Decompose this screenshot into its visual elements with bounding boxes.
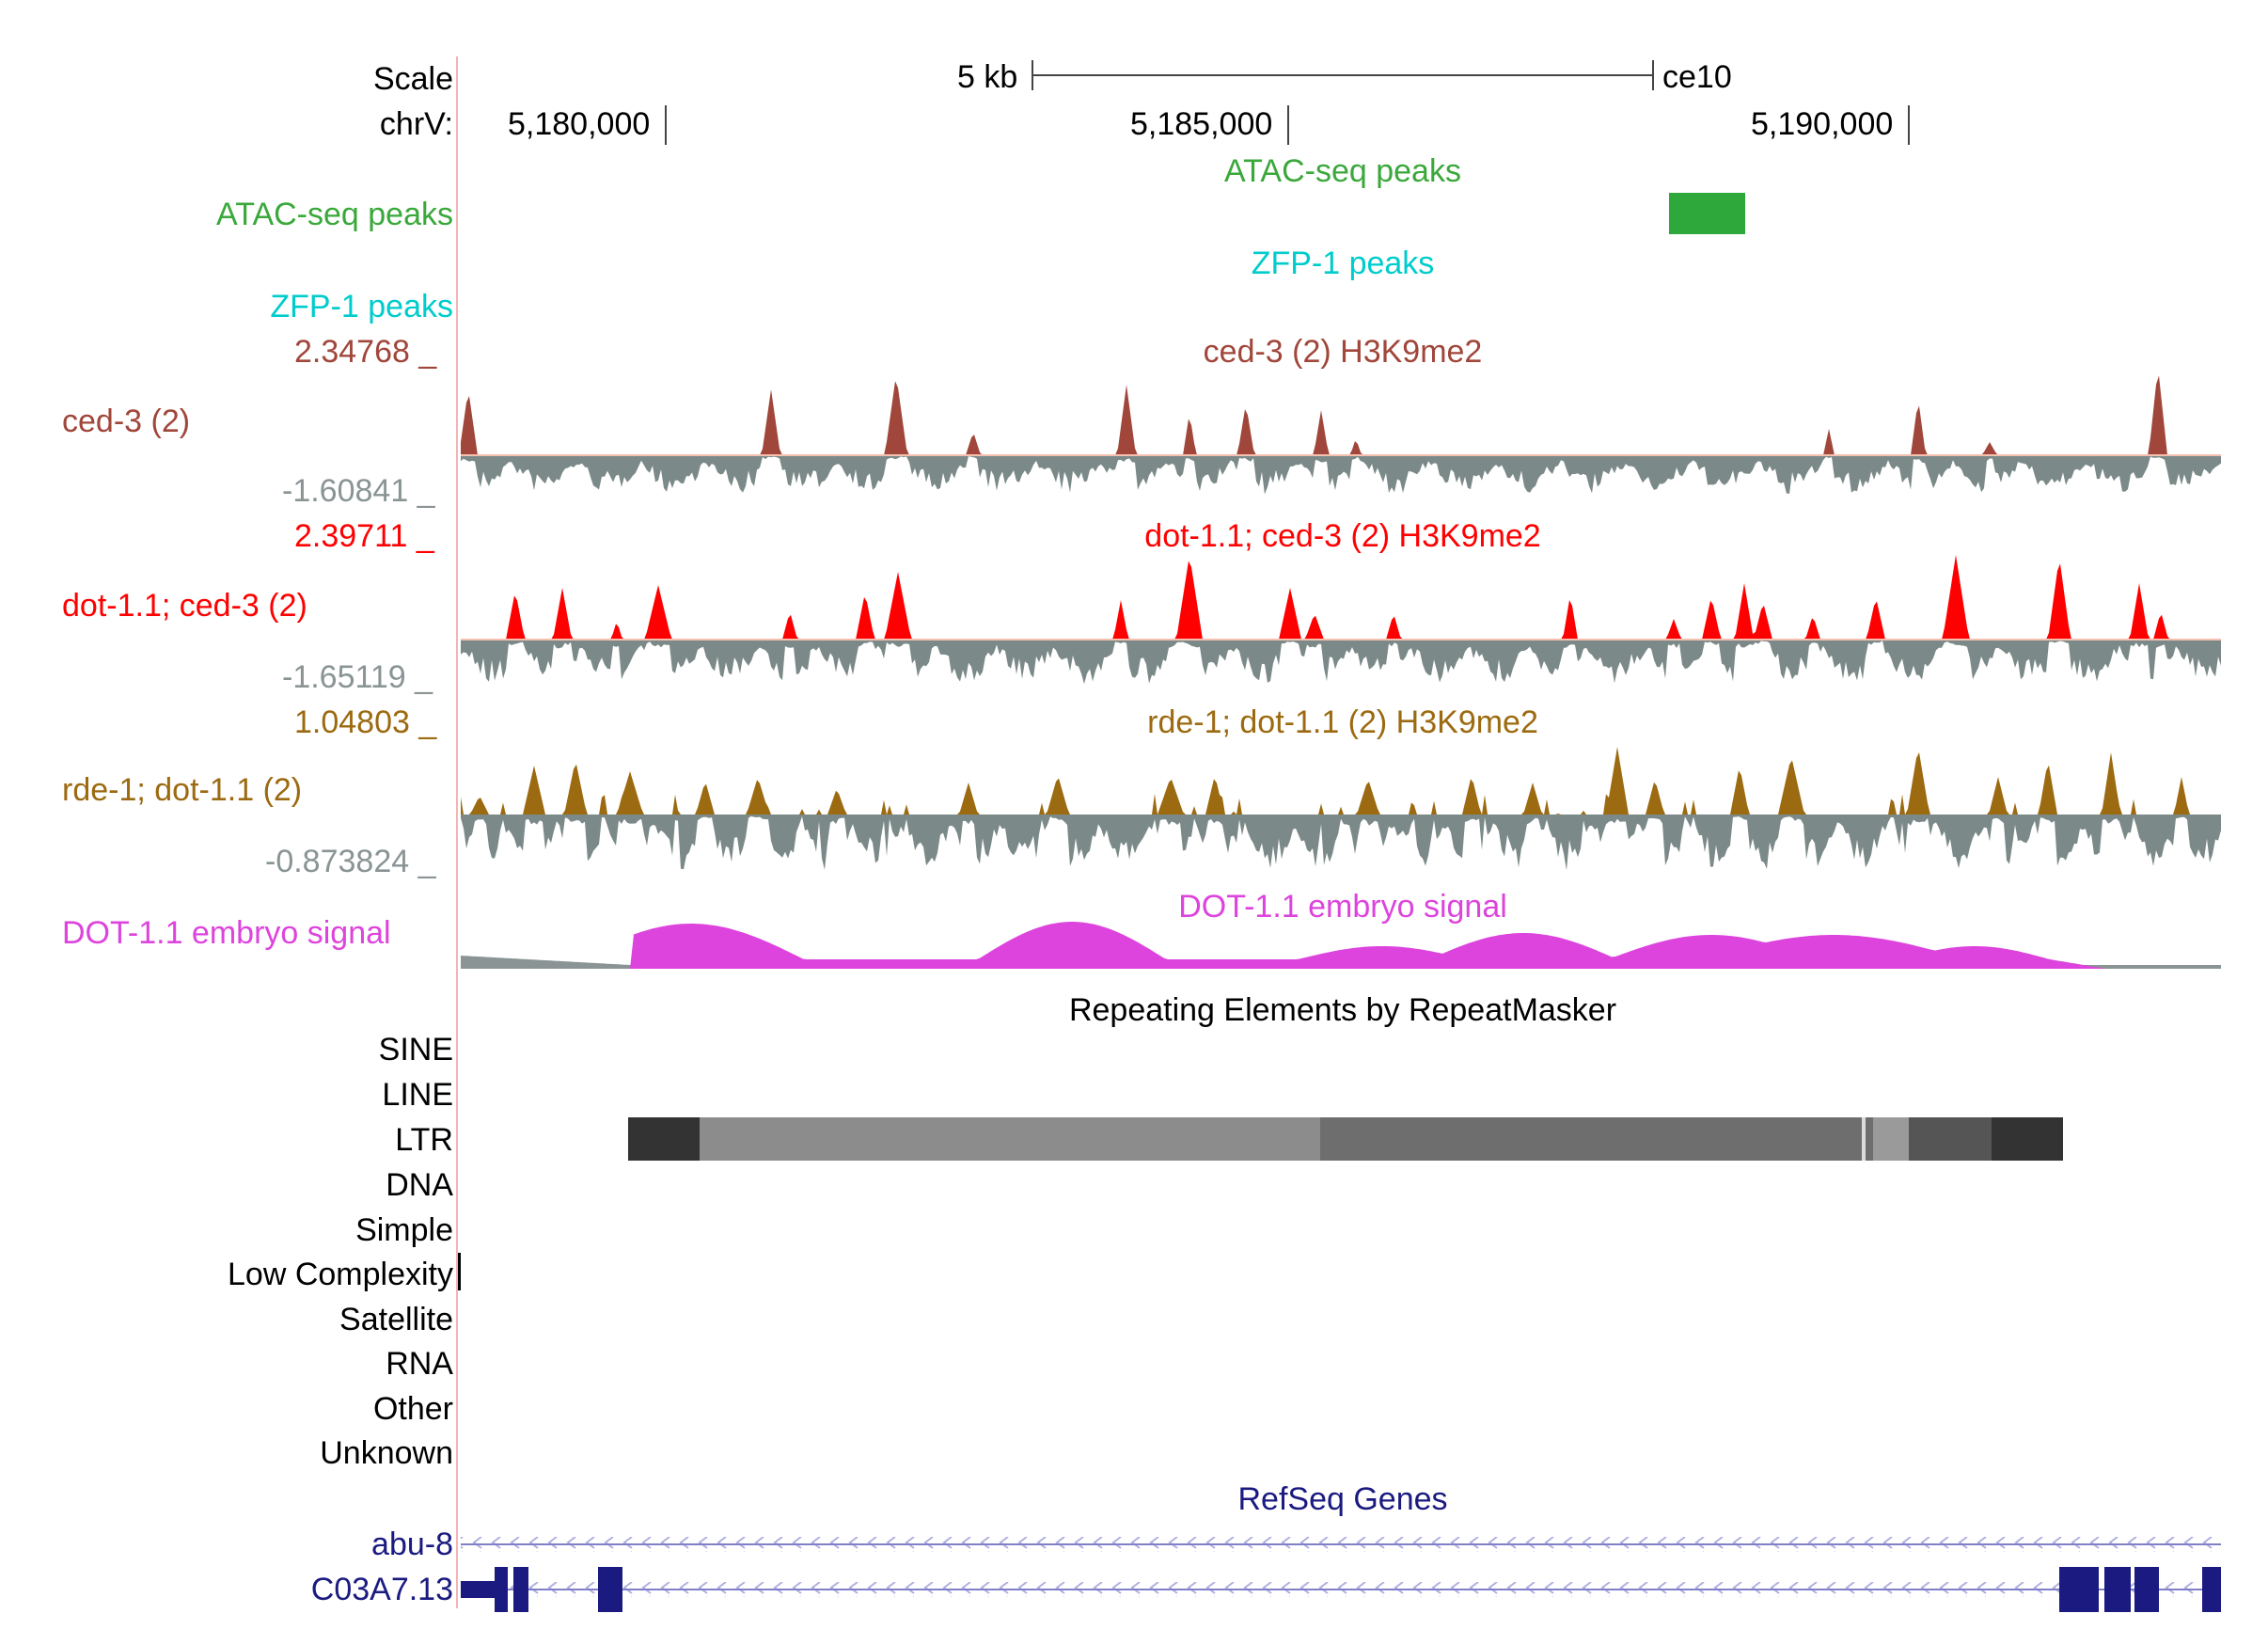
exon[interactable] — [598, 1567, 622, 1612]
repeatmasker-track-title: Repeating Elements by RepeatMasker — [1068, 992, 1617, 1028]
repeat-class-satellite: Satellite — [339, 1302, 453, 1337]
scale-size: 5 kb — [957, 59, 1018, 95]
exon[interactable] — [461, 1581, 495, 1598]
ltr-element-segment[interactable] — [1873, 1117, 1909, 1161]
gene-label-c03a7-13[interactable]: C03A7.13 — [310, 1572, 453, 1607]
ltr-element-segment[interactable] — [628, 1117, 700, 1161]
ced3-min-label: -1.60841 _ — [282, 473, 435, 509]
dot11-ced3-track-label[interactable]: dot-1.1; ced-3 (2) — [62, 588, 307, 624]
atac-track-title: ATAC-seq peaks — [1224, 153, 1461, 189]
ltr-element-segment[interactable] — [700, 1117, 1320, 1161]
assembly-label: ce10 — [1662, 59, 1732, 95]
repeat-class-rna: RNA — [386, 1346, 453, 1382]
exon[interactable] — [2202, 1567, 2221, 1612]
repeat-class-unknown: Unknown — [320, 1435, 453, 1471]
ltr-element-gap — [1862, 1117, 1866, 1161]
coord-tick-label: 5,180,000 — [508, 106, 651, 142]
exon[interactable] — [495, 1567, 508, 1612]
coord-tick-label: 5,185,000 — [1130, 106, 1273, 142]
dot11-ced3-track-title: dot-1.1; ced-3 (2) H3K9me2 — [1144, 518, 1541, 554]
dot11-ced3-negative-signal — [461, 640, 2221, 685]
ced3-negative-signal — [461, 455, 2221, 495]
rde1-dot11-min-label: -0.873824 _ — [265, 844, 436, 879]
ltr-element-segment[interactable] — [1866, 1117, 1873, 1161]
label-divider — [456, 56, 458, 1608]
rde1-dot11-negative-signal — [461, 815, 2221, 871]
low-complexity-marker — [458, 1253, 461, 1290]
exon[interactable] — [513, 1567, 528, 1612]
chrom-label: chrV: — [379, 106, 453, 142]
repeat-class-low-complexity: Low Complexity — [228, 1257, 453, 1292]
repeat-class-ltr: LTR — [395, 1122, 453, 1158]
dot11-ced3-min-label: -1.65119 _ — [282, 659, 433, 695]
repeat-class-line: LINE — [382, 1077, 453, 1113]
coord-tick-label: 5,190,000 — [1751, 106, 1894, 142]
dot11-ced3-positive-signal — [461, 555, 2221, 640]
ced3-max-label: 2.34768 _ — [294, 334, 437, 370]
dot11-embryo-signal — [461, 922, 2221, 969]
dot11-ced3-max-label: 2.39711 _ — [294, 518, 434, 554]
scale-label: Scale — [372, 61, 453, 97]
rde1-dot11-positive-signal — [461, 747, 2221, 815]
dot11-embryo-track-title: DOT-1.1 embryo signal — [1178, 889, 1507, 925]
repeat-class-dna: DNA — [386, 1167, 453, 1203]
dot11-embryo-track-label[interactable]: DOT-1.1 embryo signal — [62, 915, 391, 951]
zfp1-track-label[interactable]: ZFP-1 peaks — [270, 289, 453, 324]
ced3-track-label[interactable]: ced-3 (2) — [62, 403, 191, 439]
zfp1-track-title: ZFP-1 peaks — [1251, 245, 1435, 281]
ltr-element-segment[interactable] — [1320, 1117, 1862, 1161]
ced3-track-title: ced-3 (2) H3K9me2 — [1203, 334, 1483, 370]
rde1-dot11-track-label[interactable]: rde-1; dot-1.1 (2) — [62, 772, 303, 808]
repeat-class-sine: SINE — [378, 1032, 453, 1068]
exon[interactable] — [2059, 1567, 2099, 1612]
gene-label-abu-8[interactable]: abu-8 — [371, 1526, 453, 1562]
repeat-class-simple: Simple — [355, 1212, 453, 1248]
exon[interactable] — [2104, 1567, 2131, 1612]
ltr-element-segment[interactable] — [1992, 1117, 2063, 1161]
rde1-dot11-track-title: rde-1; dot-1.1 (2) H3K9me2 — [1147, 704, 1538, 740]
atac-track-label[interactable]: ATAC-seq peaks — [216, 197, 453, 232]
exon[interactable] — [2134, 1567, 2159, 1612]
rde1-dot11-max-label: 1.04803 _ — [294, 704, 437, 740]
ced3-positive-signal — [461, 375, 2221, 455]
refseq-track-title: RefSeq Genes — [1237, 1481, 1448, 1517]
atac-peak[interactable] — [1669, 193, 1745, 234]
ltr-element-segment[interactable] — [1909, 1117, 1992, 1161]
repeat-class-other: Other — [372, 1391, 453, 1427]
